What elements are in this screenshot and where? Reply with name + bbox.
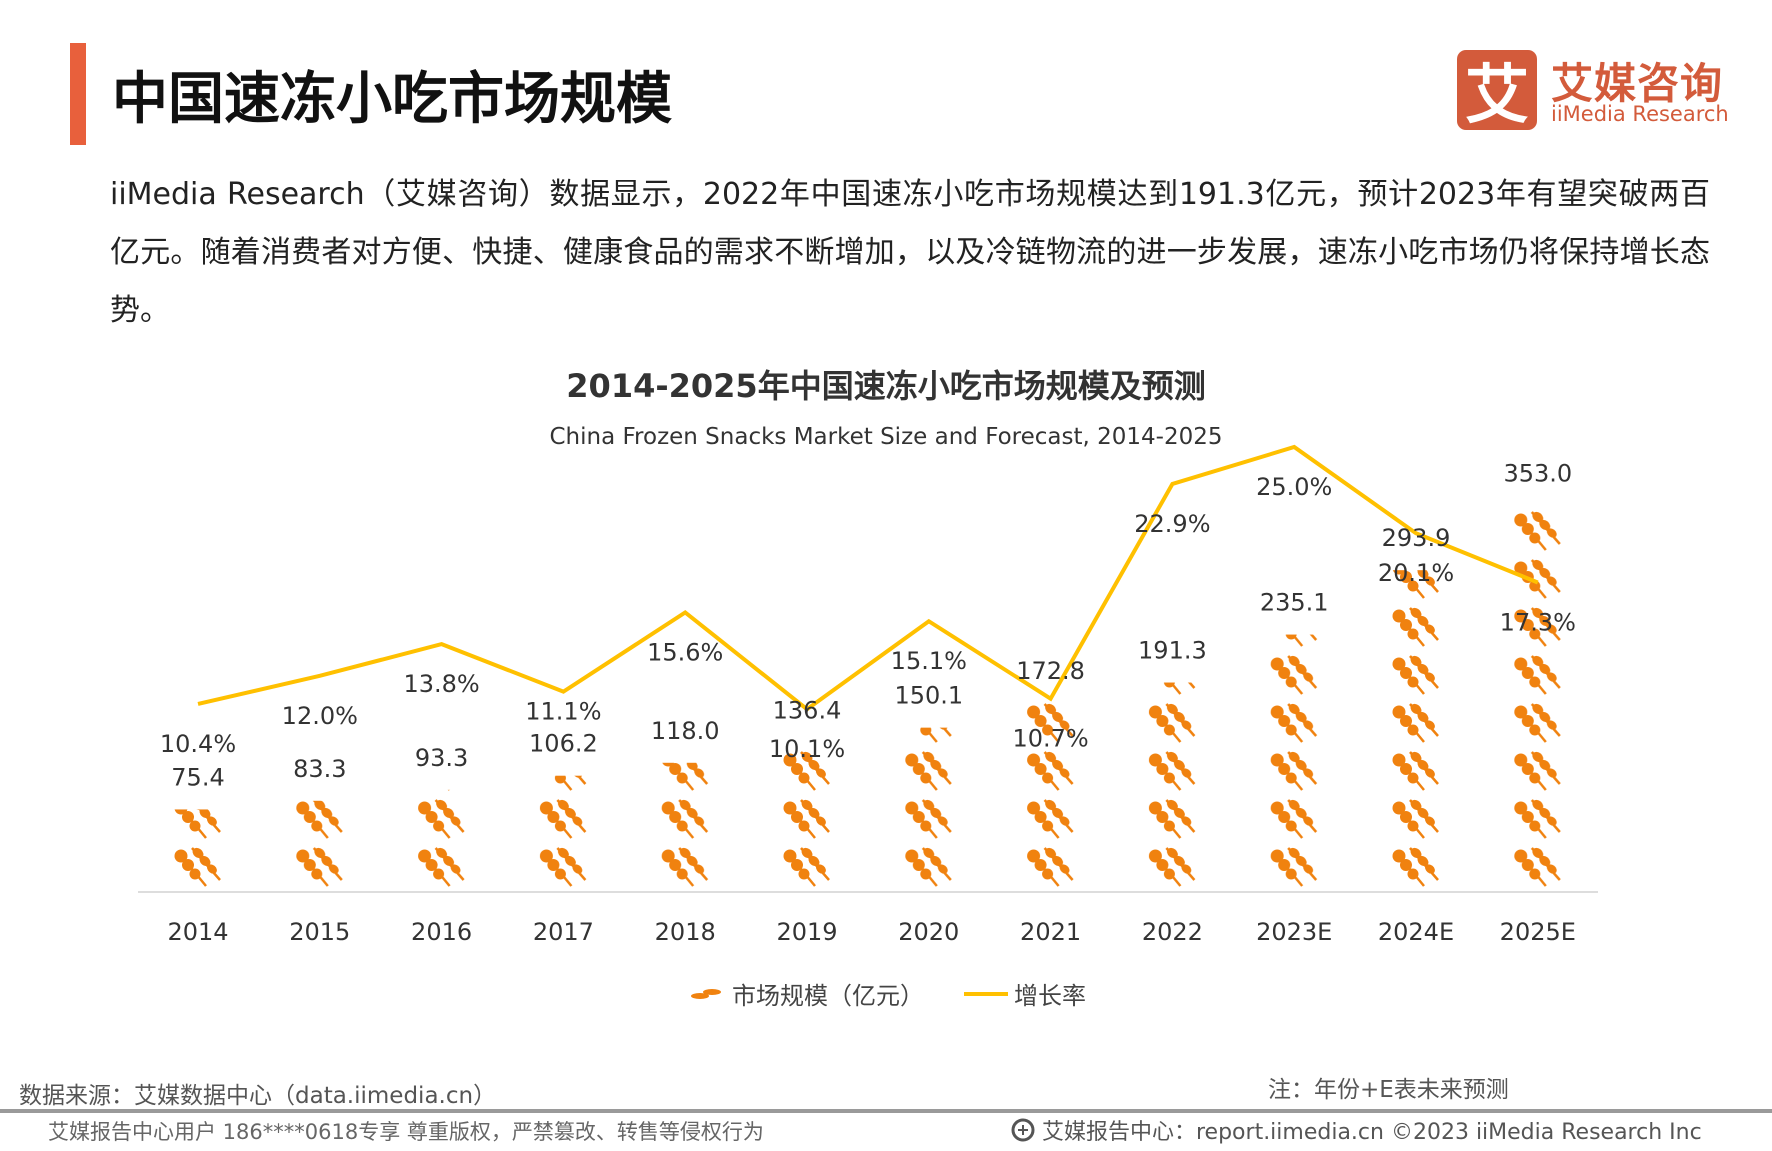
x-tick-label: 2015 bbox=[289, 918, 350, 946]
chart-title: 2014-2025年中国速冻小吃市场规模及预测 bbox=[566, 367, 1205, 405]
growth-rate-label: 10.7% bbox=[1012, 725, 1088, 753]
bar-2018-fill bbox=[659, 762, 712, 892]
footer-copyright-notice: 艾媒报告中心用户 186****0618专享 尊重版权，严禁篡改、转售等侵权行为 bbox=[48, 1120, 764, 1144]
legend-label-growth-rate: 增长率 bbox=[1014, 982, 1086, 1010]
x-tick-label: 2025E bbox=[1500, 918, 1576, 946]
bar-2022-fill bbox=[1146, 682, 1199, 892]
bar-2016 bbox=[415, 789, 468, 892]
bar-value-label: 235.1 bbox=[1260, 589, 1329, 617]
x-tick-label: 2023E bbox=[1256, 918, 1332, 946]
growth-rate-label: 17.3% bbox=[1500, 609, 1576, 637]
footer-report-center: 艾媒报告中心：report.iimedia.cn ©2023 iiMedia R… bbox=[1010, 1114, 1702, 1146]
logo-cn-text: 艾媒咨询 bbox=[1551, 59, 1724, 108]
bar-2021-fill bbox=[1024, 702, 1077, 892]
bar-value-label: 172.8 bbox=[1016, 657, 1085, 685]
x-tick-label: 2022 bbox=[1142, 918, 1203, 946]
legend-label-market-size: 市场规模（亿元） bbox=[732, 982, 924, 1010]
bar-value-label: 191.3 bbox=[1138, 637, 1207, 665]
x-tick-label: 2019 bbox=[776, 918, 837, 946]
growth-rate-label: 20.1% bbox=[1378, 559, 1454, 587]
growth-rate-label: 10.4% bbox=[160, 730, 236, 758]
bar-2020 bbox=[902, 727, 955, 892]
x-tick-label: 2018 bbox=[655, 918, 716, 946]
forecast-note: 注：年份+E表未来预测 bbox=[1268, 1077, 1509, 1103]
bar-value-label: 136.4 bbox=[773, 697, 842, 725]
bar-2015-fill bbox=[293, 800, 346, 892]
x-tick-label: 2017 bbox=[533, 918, 594, 946]
growth-rate-label: 13.8% bbox=[403, 670, 479, 698]
bar-2019 bbox=[781, 742, 833, 892]
bar-2023E bbox=[1268, 634, 1321, 892]
bar-value-label: 118.0 bbox=[651, 717, 720, 745]
growth-rate-label: 15.6% bbox=[647, 638, 723, 666]
bar-value-label: 353.0 bbox=[1503, 459, 1572, 487]
bar-2017-fill bbox=[537, 775, 590, 892]
bar-value-label: 93.3 bbox=[415, 744, 468, 772]
logo-en-text: iiMedia Research bbox=[1551, 102, 1729, 126]
bar-2019-fill bbox=[781, 742, 833, 892]
footer-divider bbox=[0, 1109, 1772, 1113]
bar-value-label: 83.3 bbox=[293, 755, 346, 783]
footer-report-link[interactable]: 艾媒报告中心：report.iimedia.cn ©2023 iiMedia R… bbox=[1042, 1120, 1702, 1145]
bar-2016-fill bbox=[415, 789, 468, 892]
growth-rate-label: 15.1% bbox=[891, 647, 967, 675]
bar-value-label: 106.2 bbox=[529, 730, 598, 758]
x-tick-label: 2014 bbox=[167, 918, 228, 946]
x-tick-label: 2021 bbox=[1020, 918, 1081, 946]
x-tick-label: 2016 bbox=[411, 918, 472, 946]
logo-mark: 艾 bbox=[1457, 50, 1537, 133]
page-title: 中国速冻小吃市场规模 bbox=[112, 67, 672, 132]
legend: 市场规模（亿元） 增长率 bbox=[0, 976, 1772, 1011]
bar-2014-fill bbox=[172, 809, 224, 892]
bar-2024E bbox=[1390, 570, 1442, 892]
skewer-icon bbox=[691, 988, 721, 999]
growth-rate-label: 12.0% bbox=[282, 702, 358, 730]
legend-item-growth-rate: 增长率 bbox=[964, 976, 1086, 1011]
growth-rate-label: 22.9% bbox=[1134, 510, 1210, 538]
logo: 艾 艾媒咨询 iiMedia Research bbox=[1457, 50, 1737, 133]
bar-2021 bbox=[1024, 702, 1077, 892]
bar-2014 bbox=[172, 809, 224, 892]
data-source: 数据来源：艾媒数据中心（data.iimedia.cn） bbox=[19, 1083, 497, 1109]
bar-value-label: 293.9 bbox=[1382, 524, 1451, 552]
growth-rate-label: 11.1% bbox=[525, 698, 601, 726]
legend-item-market-size: 市场规模（亿元） bbox=[686, 976, 924, 1011]
bar-2018 bbox=[659, 762, 712, 892]
bar-2017 bbox=[537, 775, 590, 892]
bar-2022 bbox=[1146, 682, 1199, 892]
bar-value-label: 150.1 bbox=[894, 682, 963, 710]
line-swatch-icon bbox=[964, 991, 1008, 996]
growth-rate-line bbox=[197, 444, 1539, 712]
chart-subtitle: China Frozen Snacks Market Size and Fore… bbox=[549, 424, 1222, 450]
intro-paragraph: iiMedia Research（艾媒咨询）数据显示，2022年中国速冻小吃市场… bbox=[110, 177, 1710, 328]
bar-value-label: 75.4 bbox=[171, 763, 224, 791]
report-center-icon bbox=[1011, 1118, 1035, 1142]
bar-2015 bbox=[293, 800, 346, 892]
bar-2024E-fill bbox=[1390, 570, 1442, 892]
chart: 2014-2025年中国速冻小吃市场规模及预测 China Frozen Sna… bbox=[138, 367, 1598, 946]
bar-2025E-fill bbox=[1511, 505, 1564, 892]
x-tick-label: 2024E bbox=[1378, 918, 1454, 946]
title-accent-bar bbox=[70, 43, 86, 145]
growth-rate-label: 25.0% bbox=[1256, 473, 1332, 501]
bar-2020-fill bbox=[902, 727, 955, 892]
bar-2023E-fill bbox=[1268, 634, 1321, 892]
growth-rate-label: 10.1% bbox=[769, 735, 845, 763]
bar-2025E bbox=[1511, 505, 1564, 892]
x-tick-label: 2020 bbox=[898, 918, 959, 946]
